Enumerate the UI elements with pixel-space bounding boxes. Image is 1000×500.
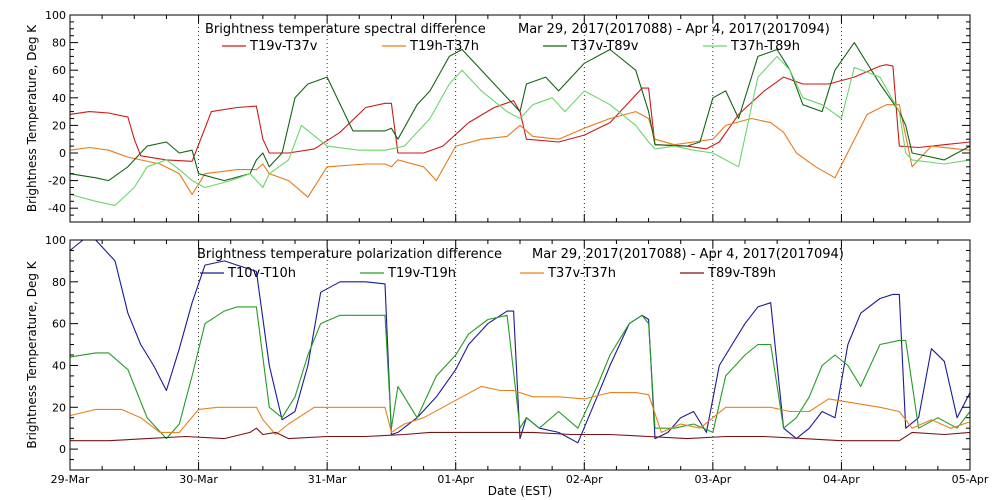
y-tick-label: -40 <box>48 202 66 215</box>
x-tick-label: 30-Mar <box>179 473 218 486</box>
legend-label: T19v-T19h <box>387 266 456 281</box>
date-range-label: Mar 29, 2017(2017088) - Apr 4, 2017(2017… <box>532 247 844 262</box>
y-tick-label: 0 <box>59 443 66 456</box>
y-axis-label: Brightness Temperature, Deg K <box>25 24 39 212</box>
legend: T10v-T10h T19v-T19h T37v-T37h T89v-T89h <box>200 266 776 281</box>
y-tick-label: -20 <box>48 175 66 188</box>
spectral-difference-panel: -40 -20 0 20 40 60 80 100 Brightness Temperatur… <box>25 9 971 223</box>
series-line-T89v-T89h <box>70 427 971 442</box>
x-tick-label: 29-Mar <box>51 473 90 486</box>
y-tick-label: 0 <box>59 147 66 160</box>
legend-label: T19v-T37v <box>249 39 318 54</box>
y-tick-label: 100 <box>45 234 66 247</box>
y-tick-label: 20 <box>52 401 66 414</box>
x-tick-label: 02-Apr <box>566 473 603 486</box>
y-tick-label: 100 <box>45 9 66 22</box>
polarization-difference-panel: 0 20 40 60 80 100 29-Mar 30-Mar 31-Mar 01-Apr 02-… <box>25 234 989 486</box>
x-tick-label: 05-Apr <box>952 473 989 486</box>
legend-label: T37v-T37h <box>547 266 616 281</box>
y-tick-label: 60 <box>52 64 66 77</box>
y-tick-label: 80 <box>52 37 66 50</box>
legend-label: T37v-T89v <box>570 39 639 54</box>
x-tick-label: 03-Apr <box>694 473 731 486</box>
series-line-T37v-T89v <box>69 42 971 182</box>
date-range-label: Mar 29, 2017(2017088) - Apr 4, 2017(2017… <box>518 22 830 37</box>
y-tick-label: 40 <box>52 92 66 105</box>
legend: T19v-T37v T19h-T37h T37v-T89v T37h-T89h <box>222 39 800 54</box>
y-tick-label: 20 <box>52 119 66 132</box>
x-tick-label: 04-Apr <box>823 473 860 486</box>
chart-title: Brightness temperature spectral differen… <box>205 22 486 37</box>
x-axis-label: Date (EST) <box>488 484 552 498</box>
legend-label: T10v-T10h <box>227 266 296 281</box>
y-tick-label: 40 <box>52 359 66 372</box>
legend-label: T37h-T89h <box>730 39 800 54</box>
y-tick-label: 80 <box>52 276 66 289</box>
legend-label: T19h-T37h <box>409 39 479 54</box>
series-line-T37h-T89h <box>69 55 971 206</box>
y-tick-label: 60 <box>52 318 66 331</box>
series-line-T19h-T37h <box>69 104 971 198</box>
legend-label: T89v-T89h <box>707 266 776 281</box>
x-tick-label: 01-Apr <box>437 473 474 486</box>
series-line-T37v-T37h <box>69 385 971 436</box>
series-line-T19v-T19h <box>69 306 971 440</box>
x-tick-label: 31-Mar <box>308 473 347 486</box>
series-line-T19v-T37v <box>69 64 971 162</box>
chart-title: Brightness temperature polarization diff… <box>197 247 502 262</box>
y-axis-label: Brightness Temperature, Deg K <box>25 260 39 448</box>
